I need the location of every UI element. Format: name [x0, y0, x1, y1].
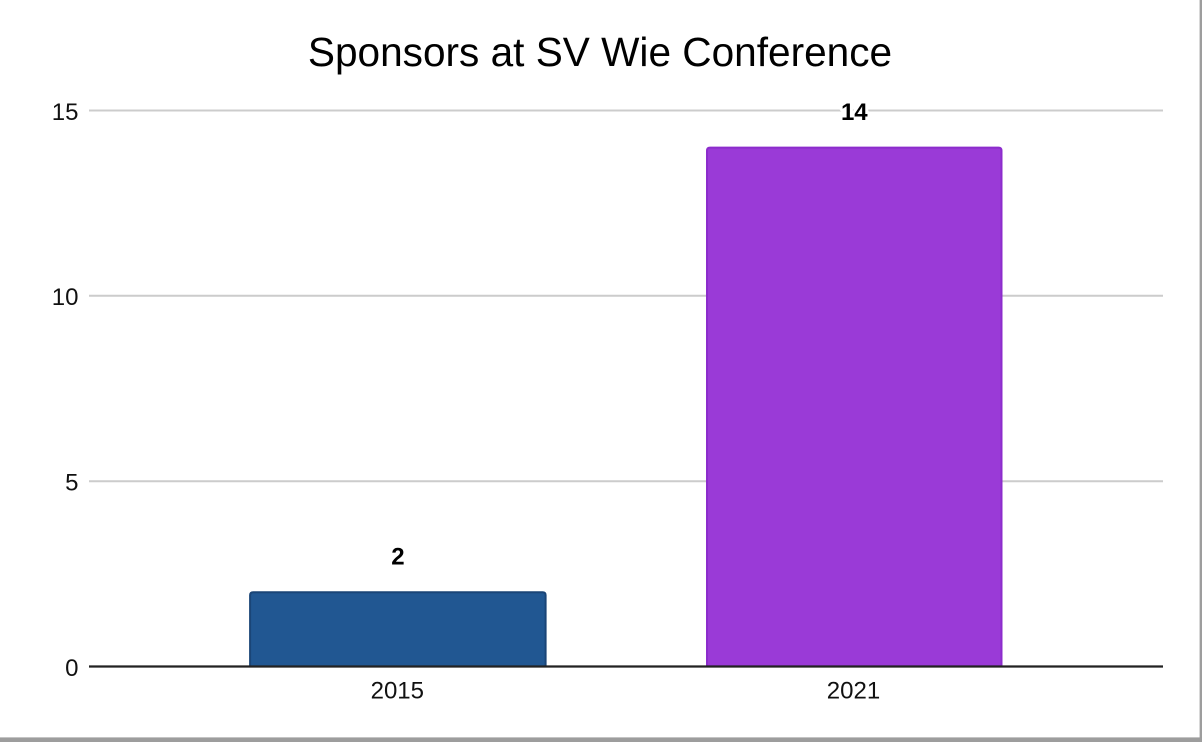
- svg-text:10: 10: [52, 284, 79, 311]
- svg-text:14: 14: [841, 99, 868, 126]
- svg-text:2021: 2021: [827, 678, 880, 705]
- svg-text:2: 2: [391, 543, 404, 570]
- svg-text:5: 5: [65, 470, 78, 497]
- svg-text:15: 15: [52, 99, 79, 126]
- svg-text:0: 0: [65, 655, 78, 682]
- svg-text:2015: 2015: [371, 678, 424, 705]
- svg-text:Sponsors at SV Wie Conference: Sponsors at SV Wie Conference: [308, 29, 892, 75]
